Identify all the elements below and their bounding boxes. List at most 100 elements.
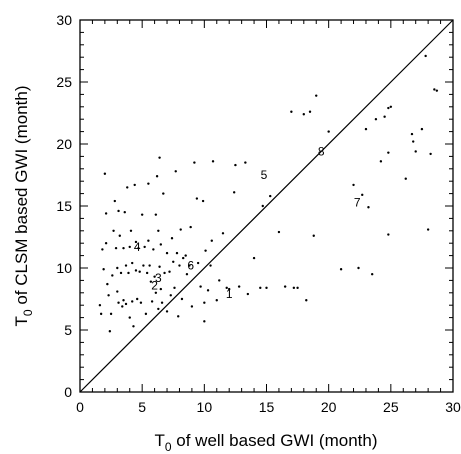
data-point: [165, 310, 169, 313]
data-point: [101, 248, 104, 251]
data-point: [232, 191, 236, 194]
data-point: [140, 213, 144, 216]
data-point: [111, 274, 114, 277]
data-point: [361, 193, 364, 197]
x-tick-label: 15: [259, 399, 275, 415]
data-point: [410, 132, 414, 136]
data-point: [429, 152, 432, 156]
data-point: [305, 299, 308, 302]
data-point: [252, 256, 256, 260]
data-point: [163, 271, 166, 275]
data-point: [424, 54, 427, 58]
data-point: [128, 245, 131, 249]
data-point: [367, 206, 370, 209]
one-to-one-line: [79, 19, 454, 393]
data-point: [184, 254, 187, 257]
data-point: [173, 286, 176, 290]
data-point: [379, 160, 383, 163]
y-tick-label: 15: [56, 198, 72, 214]
data-point: [177, 315, 180, 318]
data-point: [103, 172, 107, 175]
data-point: [277, 230, 281, 234]
data-point: [412, 140, 415, 143]
data-point: [296, 286, 299, 290]
data-point: [209, 264, 212, 267]
data-point: [143, 245, 146, 249]
data-point: [364, 127, 368, 131]
data-point: [132, 325, 135, 328]
point-annotation: 2: [151, 278, 158, 292]
data-point: [106, 282, 109, 286]
data-point: [433, 88, 436, 91]
x-tick-label: 20: [321, 399, 337, 415]
data-point: [147, 239, 150, 242]
y-tick-label: 10: [56, 260, 72, 276]
point-annotation: 8: [318, 144, 325, 158]
data-point: [165, 251, 169, 255]
data-point: [131, 261, 134, 265]
data-point: [357, 266, 360, 270]
y-tick-label: 30: [56, 12, 72, 28]
data-point: [122, 246, 125, 250]
data-point: [117, 209, 120, 213]
data-point: [104, 212, 108, 215]
x-tick-label: 25: [383, 399, 399, 415]
data-point: [135, 297, 139, 301]
data-point: [127, 271, 130, 275]
data-point: [126, 186, 129, 189]
data-point: [383, 115, 386, 118]
data-point: [168, 270, 171, 273]
data-point: [154, 213, 158, 216]
data-point: [201, 199, 205, 203]
data-points: [98, 54, 439, 333]
point-annotation: 6: [187, 259, 194, 273]
data-point: [142, 264, 145, 267]
data-point: [387, 106, 390, 110]
data-point: [215, 299, 218, 302]
data-point: [117, 301, 120, 304]
data-point: [302, 113, 305, 116]
data-point: [157, 229, 160, 232]
data-point: [414, 150, 417, 153]
data-point: [221, 232, 225, 235]
data-point: [370, 273, 374, 276]
data-point: [196, 261, 200, 265]
data-point: [119, 271, 123, 275]
data-point: [204, 249, 207, 252]
data-point: [98, 304, 102, 307]
x-tick-label: 0: [76, 399, 84, 415]
data-point: [244, 161, 247, 164]
data-point: [123, 211, 126, 214]
data-point: [292, 286, 296, 290]
data-point: [138, 270, 141, 273]
data-point: [189, 225, 192, 229]
data-point: [150, 300, 154, 303]
data-point: [265, 286, 268, 290]
data-point: [145, 271, 149, 275]
data-point: [158, 156, 161, 159]
point-annotation: 4: [134, 240, 141, 254]
data-point: [246, 292, 250, 296]
data-point: [118, 234, 121, 237]
data-point: [116, 266, 119, 270]
data-point: [203, 301, 206, 304]
data-point: [218, 279, 221, 282]
data-point: [148, 264, 151, 267]
data-point: [170, 237, 174, 240]
data-point: [374, 118, 378, 121]
data-point: [114, 246, 118, 250]
data-point: [210, 239, 213, 242]
data-point: [261, 204, 264, 208]
x-axis-title: T0 of well based GWI (month): [154, 431, 377, 454]
data-point: [195, 197, 199, 200]
data-point: [99, 312, 103, 316]
y-tick-label: 0: [64, 384, 72, 400]
data-point: [308, 110, 312, 113]
data-point: [174, 170, 177, 173]
data-point: [147, 182, 150, 185]
data-point: [162, 192, 165, 195]
data-point: [121, 305, 124, 308]
y-tick-label: 20: [56, 136, 72, 152]
